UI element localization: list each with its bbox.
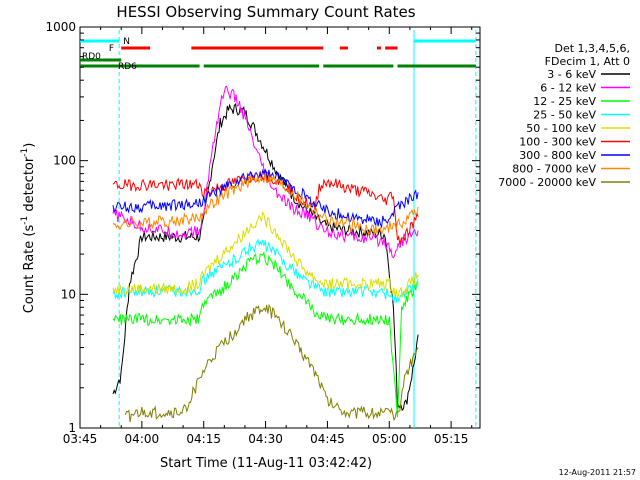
y-axis: 1 10 100 1000 [45, 20, 480, 435]
series-line-300-800-kev [112, 168, 419, 229]
rd0-label: RD0 [82, 52, 101, 62]
timestamp: 12-Aug-2011 21:57 [559, 468, 636, 477]
y-axis-label-sup2: -1 [20, 148, 30, 157]
plot-area: NF RD0 RD6 [79, 26, 481, 429]
legend-label-12-25-kev: 12 - 25 keV [533, 95, 596, 108]
y-axis-label-end: ) [22, 143, 37, 148]
x-axis: 03:45 04:00 04:15 04:30 04:45 05:00 05:15 [63, 27, 473, 446]
x-tick-label: 05:00 [372, 432, 407, 446]
chart-title: HESSI Observing Summary Count Rates [116, 3, 415, 21]
plot-frame [79, 26, 481, 429]
legend-label-800-7000-kev: 800 - 7000 keV [512, 163, 596, 176]
saa-label: N [123, 37, 130, 47]
legend: Det 1,3,4,5,6, FDecim 1, Att 0 3 - 6 keV… [498, 42, 630, 189]
series-line-25-50-kev [112, 238, 419, 304]
legend-label-300-800-kev: 300 - 800 keV [519, 149, 596, 162]
x-axis-label: Start Time (11-Aug-11 03:42:42) [160, 456, 372, 471]
y-axis-label-mid: detector [22, 156, 37, 216]
legend-label-25-50-kev: 25 - 50 keV [533, 109, 596, 122]
series-line-800-7000-kev [112, 173, 419, 236]
series-line-50-100-kev [112, 210, 419, 299]
legend-label-3-6-kev: 3 - 6 keV [547, 68, 596, 81]
rd6-label: RD6 [118, 62, 137, 72]
legend-label-7000-20000-kev: 7000 - 20000 keV [498, 176, 596, 189]
x-tick-label: 05:15 [434, 432, 469, 446]
legend-label-50-100-kev: 50 - 100 keV [526, 122, 596, 135]
legend-header-2: FDecim 1, Att 0 [545, 55, 630, 68]
y-tick-label: 1 [68, 421, 76, 435]
y-axis-label-main: Count Rate (s [22, 225, 37, 314]
y-tick-label: 1000 [45, 20, 76, 34]
series-line-3-6-kev [112, 102, 419, 412]
y-tick-label: 100 [53, 154, 76, 168]
y-axis-label: Count Rate (s-1 detector-1) [20, 143, 37, 314]
legend-header-1: Det 1,3,4,5,6, [554, 42, 630, 55]
legend-label-6-12-kev: 6 - 12 keV [540, 82, 596, 95]
series-line-7000-20000-kev [124, 303, 419, 423]
legend-label-100-300-kev: 100 - 300 keV [519, 136, 596, 149]
x-tick-label: 04:15 [186, 432, 221, 446]
x-tick-label: 03:45 [63, 432, 98, 446]
y-tick-label: 10 [61, 287, 76, 301]
x-tick-label: 04:30 [248, 432, 283, 446]
x-tick-label: 04:00 [125, 432, 160, 446]
flare-label: F [109, 44, 114, 54]
x-tick-label: 04:45 [310, 432, 345, 446]
y-axis-label-sup1: -1 [20, 216, 30, 225]
series-line-12-25-kev [112, 251, 419, 418]
